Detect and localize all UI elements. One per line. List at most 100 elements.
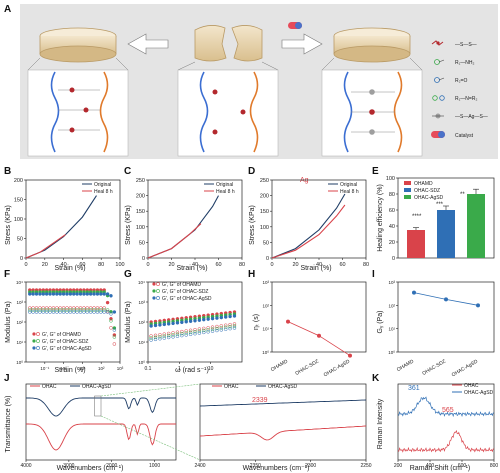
legend-heal: Heal 8 h <box>216 189 235 195</box>
scatter-point <box>72 310 76 314</box>
y-tick-label: 10¹ <box>388 327 395 332</box>
y-tick-label: 150 <box>260 209 269 215</box>
x-tick-label: 80 <box>363 262 369 268</box>
scatter-point <box>65 292 69 296</box>
x-tick-label: 10⁰ <box>60 366 67 371</box>
scatter-point <box>184 331 188 335</box>
legend-agthiolate-text: —S—Ag—S— <box>455 114 488 120</box>
scatter-point <box>158 336 162 341</box>
scatter-point <box>28 292 32 296</box>
y-tick-label: 50 <box>263 240 269 246</box>
scatter-point <box>202 326 206 331</box>
panel-k-legend: OHAC OHAC-AgSD 361 565 <box>408 383 494 414</box>
scatter-point <box>82 308 86 312</box>
y-tick-label: 10⁰ <box>388 350 395 355</box>
scatter-point <box>232 322 237 326</box>
scatter-point <box>75 306 79 310</box>
bar-ohac-agsd <box>467 194 485 258</box>
x-tick-label: 2250 <box>360 463 371 469</box>
y-tick-label: 150 <box>14 198 23 204</box>
scatter-point <box>51 310 56 314</box>
scatter-point <box>38 306 42 310</box>
x-tick-label: 2350 <box>250 463 261 469</box>
scatter-point <box>188 319 193 324</box>
scatter-point <box>206 317 210 321</box>
scatter-point <box>219 328 224 332</box>
scatter-point <box>197 329 202 333</box>
x-tick-label: 1000 <box>149 463 160 469</box>
scatter-point <box>61 306 66 310</box>
legend-g-ohac-agsd: G', G'' of OHAC-AgSD <box>162 296 212 302</box>
legend-f-ohamd: G', G'' of OHAMD <box>42 332 81 338</box>
y-tick-label: 10³ <box>262 280 269 285</box>
panel-g-ylabel: Modulus (Pa) <box>125 301 132 343</box>
scatter-point <box>232 324 237 328</box>
series-line-ohac <box>397 429 495 453</box>
peak-361-label: 361 <box>408 385 420 392</box>
catalyst-capsule-icon <box>431 131 445 138</box>
scatter-point <box>44 306 49 310</box>
scatter-point <box>82 292 86 296</box>
legend-heal: Heal 8 h <box>340 189 359 195</box>
bar-ohac-sdz <box>437 210 455 258</box>
scatter-point <box>41 306 46 310</box>
scatter-point <box>78 310 83 314</box>
category-label: OHAC-AgSD <box>451 358 480 378</box>
scatter-point <box>68 310 73 314</box>
scatter-point <box>85 308 90 312</box>
panel-g-legend: G', G'' of OHAMD G', G'' of OHAC-SDZ G',… <box>152 282 212 302</box>
x-tick-label: 80 <box>239 262 245 268</box>
scatter-point <box>149 336 153 340</box>
scatter-point <box>102 292 106 296</box>
panel-h-label: H <box>248 269 255 280</box>
scatter-point <box>99 308 103 312</box>
scatter-point <box>228 324 232 329</box>
panel-e-legend: OHAMD OHAC-SDZ OHAC-AgSD <box>404 181 444 201</box>
scatter-point <box>162 332 167 336</box>
bar-ohamd <box>407 230 425 258</box>
panel-e-significance: **** *** ** <box>412 192 465 220</box>
scatter-point <box>153 337 158 342</box>
scatter-point <box>41 310 46 314</box>
data-point <box>412 290 416 295</box>
scatter-point <box>31 292 35 296</box>
scatter-point <box>34 310 39 314</box>
scatter-point <box>92 308 96 312</box>
scatter-point <box>109 312 113 316</box>
y-tick-label: 10⁰ <box>138 360 145 365</box>
scatter-point <box>153 333 158 338</box>
y-tick-label: 10³ <box>138 300 145 305</box>
y-tick-label: 50 <box>139 240 145 246</box>
legend-heal: Heal 8 h <box>94 189 113 195</box>
scatter-point <box>65 310 69 314</box>
panel-h-frame <box>271 281 367 353</box>
scatter-point <box>162 322 167 327</box>
x-tick-label: 10⁻¹ <box>40 366 49 371</box>
scatter-point <box>75 310 79 314</box>
scatter-point <box>206 328 210 332</box>
scatter-point <box>92 310 96 314</box>
legend-g-ohamd: G', G'' of OHAMD <box>162 282 201 288</box>
y-tick-label: 250 <box>260 178 269 184</box>
scatter-point <box>219 324 224 328</box>
y-tick-label: 40 <box>389 224 395 230</box>
scatter-point <box>34 306 39 310</box>
x-tick-label: 2400 <box>194 463 205 469</box>
scatter-point <box>48 306 52 310</box>
amine-icon <box>434 59 445 65</box>
x-tick-label: 60 <box>215 262 221 268</box>
scatter-point <box>153 335 158 340</box>
zoom-connector <box>100 415 201 461</box>
scatter-point <box>228 322 232 327</box>
panel-b-ylabel: Stress (KPa) <box>5 205 12 245</box>
category-label: OHAC-AgSD <box>323 358 352 378</box>
panel-g-label: G <box>124 269 132 280</box>
zoom-region-box <box>94 395 102 417</box>
scatter-point <box>44 310 49 314</box>
y-tick-label: 100 <box>260 225 269 231</box>
category-label: OHAC-SDZ <box>294 359 320 377</box>
panel-i-ylabel: Gᵧ (Pa) <box>377 311 384 334</box>
scatter-point <box>166 335 171 340</box>
category-label: OHAMD <box>270 358 289 373</box>
legend-ohac-sdz: OHAC-SDZ <box>414 188 440 194</box>
